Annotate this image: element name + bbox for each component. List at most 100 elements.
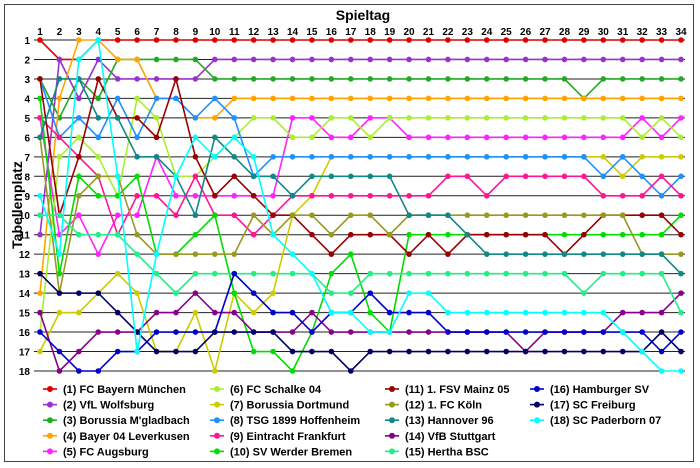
series-5-point-16 [328, 134, 335, 141]
series-8-point-27 [542, 154, 548, 160]
series-16-point-21 [425, 309, 432, 316]
series-15-point-19 [386, 270, 393, 277]
legend-item-15: (15) Hertha BSC [385, 446, 489, 458]
series-14-point-5 [114, 329, 121, 335]
series-8-point-34 [678, 173, 684, 180]
series-5-point-34 [678, 115, 684, 121]
series-15-point-18 [367, 270, 374, 277]
series-15-point-31 [619, 270, 626, 277]
series-12-point-12 [250, 212, 257, 219]
series-13-point-33 [658, 251, 665, 257]
x-tick-3: 3 [76, 27, 82, 38]
series-1-point-17 [347, 37, 354, 43]
series-9-point-30 [600, 192, 607, 199]
legend-label: (9) Eintracht Frankfurt [230, 431, 346, 443]
series-6-point-33 [658, 115, 665, 121]
series-11-point-15 [309, 231, 315, 238]
series-11-point-18 [367, 231, 374, 238]
series-8-point-22 [445, 154, 451, 160]
legend-label: (14) VfB Stuttgart [405, 431, 496, 443]
series-11-point-16 [328, 251, 335, 257]
x-tick-4: 4 [95, 27, 101, 38]
series-17-point-26 [522, 348, 529, 355]
series-16-point-27 [542, 329, 548, 335]
series-18-point-1 [37, 192, 43, 199]
series-17-point-7 [153, 348, 160, 355]
series-line-18 [39, 38, 681, 372]
legend-swatch-dot [47, 386, 53, 392]
series-13-point-31 [619, 251, 626, 257]
series-15-point-3 [76, 231, 82, 238]
series-6-point-21 [425, 115, 432, 121]
series-11-point-25 [503, 231, 509, 238]
series-16-point-25 [503, 329, 509, 335]
series-1-point-32 [639, 37, 645, 43]
series-4-point-3 [76, 37, 82, 43]
series-2-point-19 [386, 56, 393, 63]
series-17-point-28 [561, 348, 568, 355]
series-2-point-14 [289, 56, 296, 63]
series-1-point-7 [153, 37, 160, 43]
series-16-point-29 [581, 329, 587, 335]
series-18-point-20 [406, 290, 412, 296]
series-4-point-23 [464, 95, 471, 102]
series-13-point-12 [250, 173, 257, 180]
series-7 [37, 154, 684, 374]
series-12-point-24 [483, 212, 490, 219]
series-2-point-2 [56, 56, 63, 63]
series-17-point-18 [367, 348, 374, 355]
series-9-point-25 [503, 173, 509, 180]
series-1-point-12 [250, 37, 257, 43]
x-tick-31: 31 [617, 27, 629, 38]
series-13-point-16 [328, 173, 335, 180]
legend-label: (8) TSG 1899 Hoffenheim [230, 415, 360, 427]
series-15-point-33 [658, 270, 665, 277]
series-8-point-7 [153, 95, 160, 102]
series-16-point-34 [678, 329, 684, 335]
series-11-point-32 [639, 212, 645, 219]
series-7-point-2 [56, 309, 63, 316]
series-12-point-8 [173, 251, 179, 257]
series-7-point-32 [639, 154, 645, 160]
series-12-point-28 [561, 212, 568, 219]
series-13-point-34 [678, 270, 684, 277]
series-17-point-16 [328, 348, 335, 355]
series-4-point-20 [406, 95, 412, 102]
x-tick-12: 12 [248, 27, 260, 38]
series-14-point-9 [192, 290, 199, 296]
series-4-point-10 [212, 115, 218, 121]
series-14-point-32 [639, 309, 645, 316]
series-5-point-21 [425, 134, 432, 141]
series-8-point-17 [347, 154, 354, 160]
series-8-point-5 [114, 95, 121, 102]
series-5-point-31 [619, 134, 626, 141]
legend-swatch-dot [47, 401, 53, 408]
series-7-point-34 [678, 154, 684, 160]
series-4-point-19 [386, 95, 393, 102]
series-9-point-32 [639, 192, 645, 199]
series-5-point-13 [270, 192, 276, 199]
legend-item-6: (6) FC Schalke 04 [210, 384, 322, 396]
series-5-point-20 [406, 134, 412, 141]
series-12-point-16 [328, 231, 335, 238]
legend-swatch-dot [214, 386, 220, 392]
series-12-point-10 [212, 251, 218, 257]
series-line-2 [39, 56, 681, 235]
series-11-point-13 [270, 212, 276, 219]
series-8-point-20 [406, 154, 412, 160]
series-18-point-24 [483, 309, 490, 316]
series-16-point-23 [464, 329, 471, 335]
series-15-point-9 [192, 270, 199, 277]
y-tick-3: 3 [24, 75, 30, 86]
series-16-point-26 [522, 329, 529, 335]
series-2-point-12 [250, 56, 257, 63]
series-13-point-20 [406, 212, 412, 219]
series-9-point-33 [658, 173, 665, 180]
series-15-point-14 [289, 270, 296, 277]
series-13-point-6 [134, 154, 140, 160]
series-12-point-15 [309, 212, 315, 219]
series-4-point-1 [37, 290, 43, 296]
legend-swatch-dot [214, 417, 220, 424]
series-15-point-30 [600, 270, 607, 277]
series-16-point-15 [309, 329, 315, 335]
